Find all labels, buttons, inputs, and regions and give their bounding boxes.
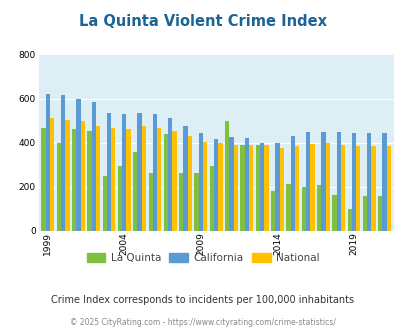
- Bar: [366, 133, 371, 231]
- Bar: [141, 126, 146, 231]
- Bar: [80, 121, 85, 231]
- Bar: [209, 166, 213, 231]
- Bar: [320, 132, 325, 231]
- Bar: [248, 145, 253, 231]
- Bar: [355, 146, 360, 231]
- Bar: [202, 142, 207, 231]
- Bar: [183, 126, 187, 231]
- Bar: [65, 119, 69, 231]
- Bar: [168, 118, 172, 231]
- Bar: [362, 196, 366, 231]
- Bar: [244, 138, 248, 231]
- Bar: [377, 196, 382, 231]
- Bar: [102, 176, 107, 231]
- Bar: [111, 128, 115, 231]
- Bar: [126, 129, 130, 231]
- Bar: [286, 183, 290, 231]
- Text: © 2025 CityRating.com - https://www.cityrating.com/crime-statistics/: © 2025 CityRating.com - https://www.city…: [70, 318, 335, 327]
- Bar: [351, 133, 355, 231]
- Bar: [45, 94, 50, 231]
- Bar: [294, 146, 298, 231]
- Bar: [309, 144, 314, 231]
- Bar: [164, 134, 168, 231]
- Bar: [255, 145, 259, 231]
- Bar: [259, 143, 264, 231]
- Bar: [179, 173, 183, 231]
- Bar: [331, 195, 336, 231]
- Text: La Quinta Violent Crime Index: La Quinta Violent Crime Index: [79, 14, 326, 29]
- Text: Crime Index corresponds to incidents per 100,000 inhabitants: Crime Index corresponds to incidents per…: [51, 295, 354, 305]
- Bar: [148, 173, 152, 231]
- Bar: [76, 99, 80, 231]
- Bar: [264, 145, 268, 231]
- Bar: [91, 102, 96, 231]
- Bar: [87, 131, 91, 231]
- Bar: [57, 143, 61, 231]
- Bar: [172, 131, 176, 231]
- Bar: [218, 143, 222, 231]
- Bar: [224, 121, 229, 231]
- Bar: [279, 148, 283, 231]
- Bar: [229, 137, 233, 231]
- Bar: [316, 185, 320, 231]
- Bar: [194, 173, 198, 231]
- Bar: [107, 113, 111, 231]
- Bar: [371, 146, 375, 231]
- Bar: [301, 187, 305, 231]
- Bar: [117, 166, 122, 231]
- Bar: [72, 129, 76, 231]
- Bar: [382, 133, 386, 231]
- Bar: [386, 146, 390, 231]
- Bar: [275, 143, 279, 231]
- Bar: [41, 128, 45, 231]
- Bar: [133, 151, 137, 231]
- Bar: [290, 136, 294, 231]
- Bar: [271, 191, 275, 231]
- Bar: [305, 132, 309, 231]
- Bar: [187, 136, 192, 231]
- Bar: [96, 126, 100, 231]
- Bar: [347, 209, 351, 231]
- Bar: [340, 145, 344, 231]
- Bar: [50, 118, 54, 231]
- Bar: [213, 139, 218, 231]
- Bar: [233, 145, 237, 231]
- Legend: La Quinta, California, National: La Quinta, California, National: [82, 248, 323, 267]
- Bar: [240, 145, 244, 231]
- Bar: [157, 128, 161, 231]
- Bar: [137, 113, 141, 231]
- Bar: [198, 133, 202, 231]
- Bar: [122, 114, 126, 231]
- Bar: [325, 143, 329, 231]
- Bar: [61, 95, 65, 231]
- Bar: [336, 132, 340, 231]
- Bar: [152, 114, 157, 231]
